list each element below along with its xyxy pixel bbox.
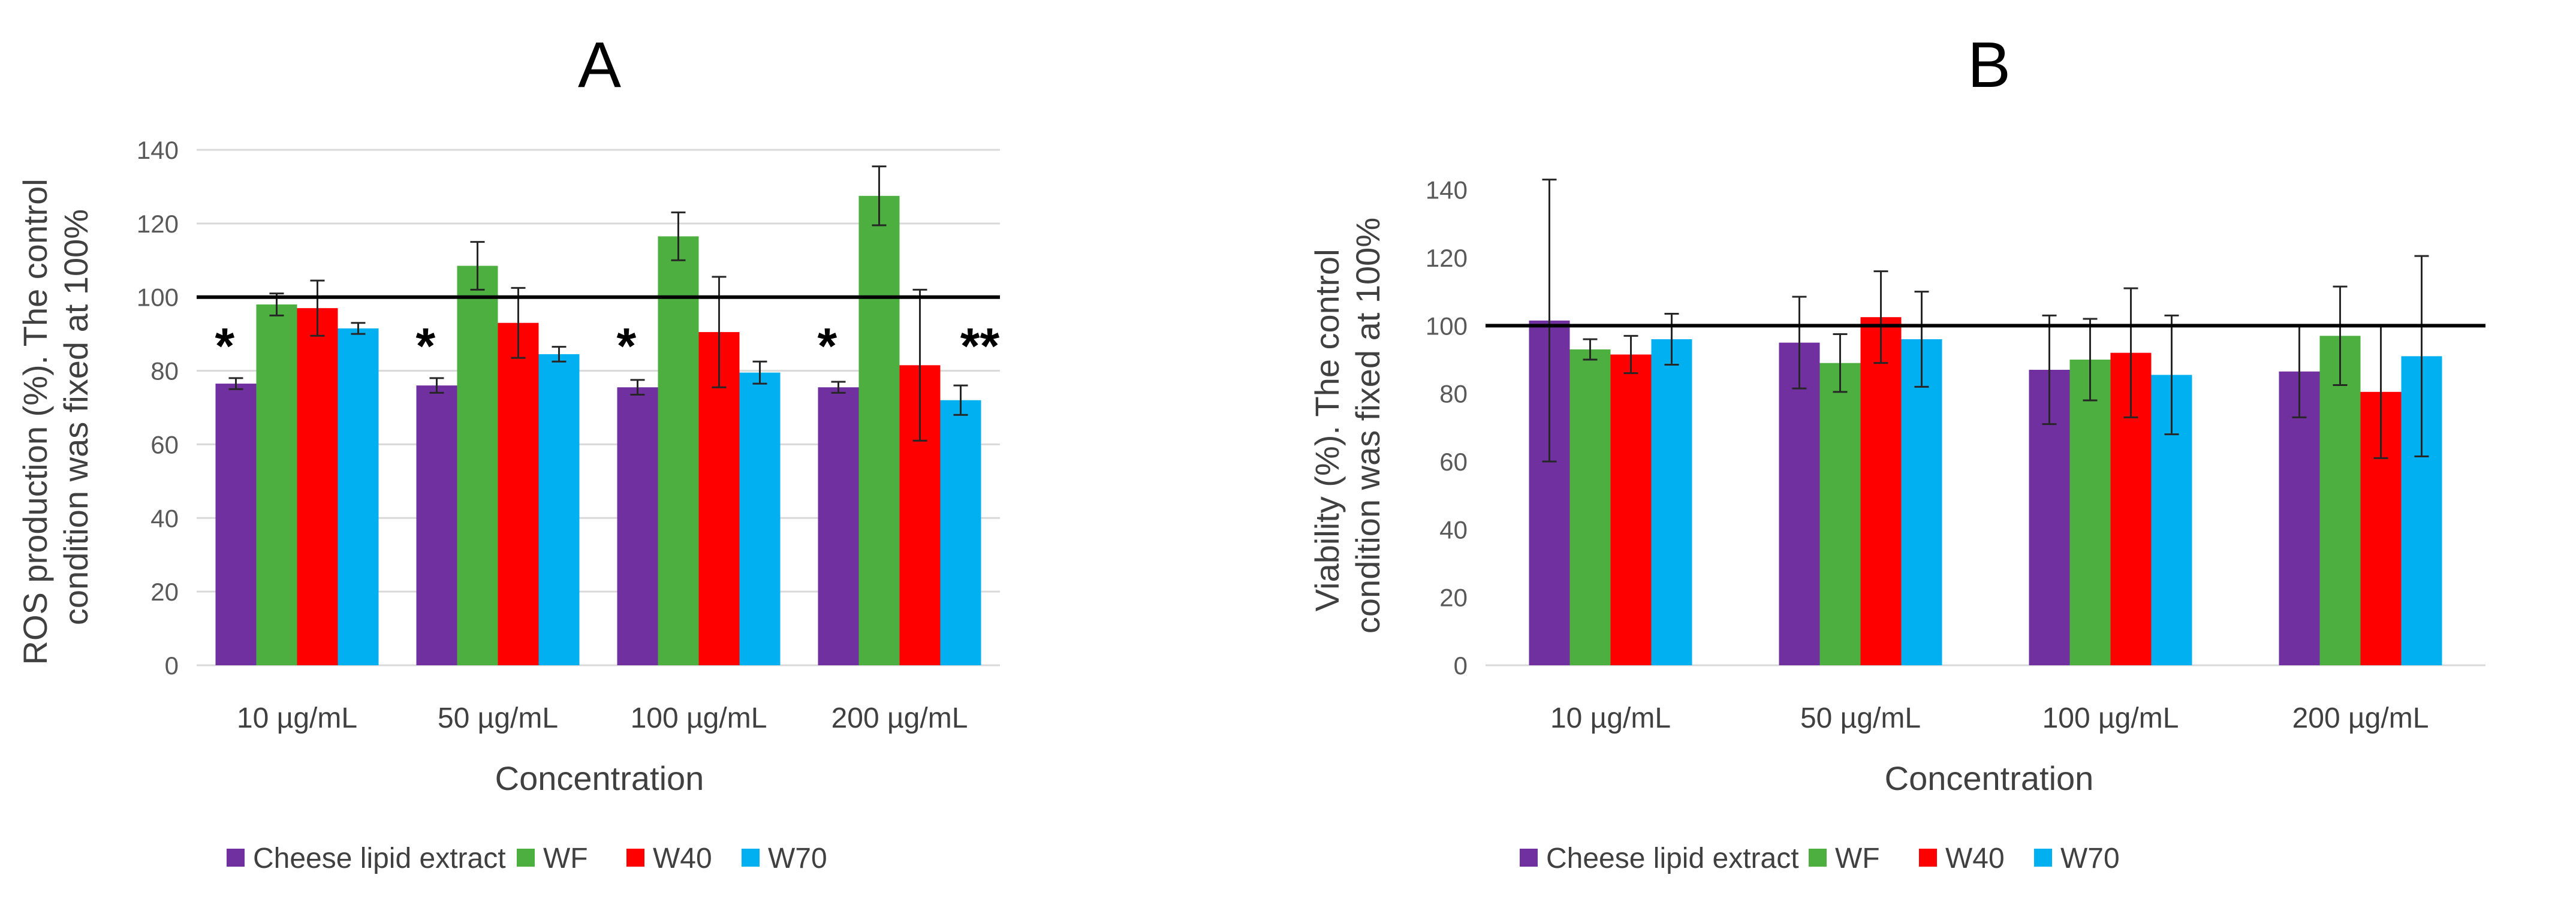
panel-b-legend-label: Cheese lipid extract <box>1546 843 1799 874</box>
panel-b-ytick-label: 120 <box>1426 244 1468 272</box>
panel-a-legend-swatch <box>626 849 644 867</box>
panel-a-legend-label: Cheese lipid extract <box>253 843 506 874</box>
panel-a-bars <box>215 195 981 665</box>
panel-b-bar <box>1651 339 1692 665</box>
panel-a-bar <box>256 304 297 665</box>
panel-a-ytick-label: 120 <box>137 210 179 238</box>
panel-a-ytick-label: 100 <box>137 283 179 312</box>
panel-b-xticks: 10 µg/mL 50 µg/mL 100 µg/mL 200 µg/mL <box>1550 702 2429 734</box>
panel-b-bar <box>1860 317 1902 665</box>
panel-b-bar <box>2279 371 2320 665</box>
panel-b-bar <box>2069 360 2111 665</box>
panel-a-ytick-label: 60 <box>150 430 179 458</box>
panel-a-xtick-label: 200 µg/mL <box>831 702 968 734</box>
panel-a-xtick-label: 10 µg/mL <box>237 702 357 734</box>
panel-b-bar <box>1901 339 1942 665</box>
panel-a-bar <box>658 236 699 665</box>
panel-a-significance-marker: * <box>818 318 837 374</box>
panel-a-ytick-label: 0 <box>165 651 179 680</box>
panel-b-bar <box>1779 342 1820 665</box>
panel-a-bar <box>617 387 658 665</box>
panel-a-ytick-label: 40 <box>150 504 179 532</box>
panel-b-ytick-label: 140 <box>1426 176 1468 204</box>
panel-b-xtick-label: 50 µg/mL <box>1800 702 1921 734</box>
panel-b-ytick-label: 40 <box>1439 515 1468 544</box>
panel-b-yticks: 0 20 40 60 80 100 120 140 <box>1426 176 1468 680</box>
panel-b-xtick-label: 200 µg/mL <box>2292 702 2429 734</box>
panel-b-y-axis-title-line-1: Viability (%). The control <box>1308 249 1346 611</box>
panel-a-annotations: * * * * ** <box>215 318 1000 374</box>
panel-a-yticks: 0 20 40 60 80 100 120 140 <box>137 136 179 680</box>
panel-b-ytick-label: 60 <box>1439 448 1468 476</box>
panel-a-legend-label: W40 <box>653 843 712 874</box>
panel-a-y-axis-title-line-1: ROS production (%). The control <box>16 179 54 665</box>
panel-a-bar <box>858 195 900 665</box>
panel-b: B 0 20 40 60 80 100 120 140 10 µg/mL 50 µg/mL 100… <box>1308 28 2485 874</box>
panel-a-xtick-label: 100 µg/mL <box>631 702 767 734</box>
panel-a-legend-swatch <box>517 849 535 867</box>
panel-a-bar <box>215 384 257 665</box>
panel-a-xticks: 10 µg/mL 50 µg/mL 100 µg/mL 200 µg/mL <box>237 702 968 734</box>
panel-a-ytick-label: 140 <box>137 136 179 164</box>
panel-a-y-axis-title-line-2: condition was fixed at 100% <box>57 209 95 625</box>
panel-a-bar <box>940 400 981 665</box>
panel-a-title: A <box>578 28 621 101</box>
panel-b-legend: Cheese lipid extract WF W40 W70 <box>1520 843 2120 874</box>
panel-a-xtick-label: 50 µg/mL <box>438 702 558 734</box>
panel-b-x-axis-title: Concentration <box>1885 759 2094 797</box>
panel-b-ytick-label: 20 <box>1439 584 1468 612</box>
panel-a-bar <box>538 354 580 665</box>
panel-b-legend-label: WF <box>1835 843 1880 874</box>
panel-a-legend-label: WF <box>543 843 588 874</box>
panel-b-bar <box>1819 363 1861 665</box>
panel-b-bar <box>1610 354 1652 665</box>
panel-a-significance-marker: * <box>215 318 235 374</box>
panel-a-legend-swatch <box>227 849 245 867</box>
panel-a-significance-marker: * <box>416 318 436 374</box>
panel-b-ytick-label: 100 <box>1426 312 1468 340</box>
panel-b-legend-swatch <box>1919 849 1937 867</box>
panel-b-bars <box>1529 317 2442 665</box>
panel-a-ytick-label: 80 <box>150 357 179 385</box>
panel-a-bar <box>297 308 338 665</box>
panel-b-xtick-label: 10 µg/mL <box>1550 702 1671 734</box>
panel-a-bar <box>498 322 539 665</box>
panel-b-legend-label: W40 <box>1945 843 2005 874</box>
panel-a-legend-swatch <box>742 849 760 867</box>
panel-a-ytick-label: 20 <box>150 578 179 606</box>
panel-b-y-axis-title-line-2: condition was fixed at 100% <box>1349 218 1387 634</box>
panel-a-bar <box>739 372 781 665</box>
panel-b-xtick-label: 100 µg/mL <box>2042 702 2179 734</box>
panel-a-y-axis-title: ROS production (%). The control conditio… <box>16 170 95 665</box>
panel-b-legend-label: W70 <box>2060 843 2120 874</box>
panel-a-x-axis-title: Concentration <box>495 759 704 797</box>
panel-b-ytick-label: 80 <box>1439 380 1468 408</box>
panel-b-y-axis-title: Viability (%). The control condition was… <box>1308 218 1387 634</box>
panel-a-legend: Cheese lipid extract WF W40 W70 <box>227 843 827 874</box>
panel-b-legend-swatch <box>1809 849 1827 867</box>
panel-b-ytick-label: 0 <box>1454 651 1468 680</box>
panel-a-error-bars <box>228 165 968 442</box>
panel-b-bar <box>2319 336 2361 665</box>
panel-b-legend-swatch <box>1520 849 1538 867</box>
panel-b-bar <box>1569 349 1611 665</box>
panel-b-error-bars <box>1542 179 2429 463</box>
panel-b-title: B <box>1968 28 2011 101</box>
panel-b-legend-swatch <box>2034 849 2052 867</box>
panel-a-bar <box>457 266 498 665</box>
panel-a-bar <box>338 328 379 665</box>
panel-a-bar <box>818 387 859 665</box>
panel-a-legend-label: W70 <box>768 843 827 874</box>
panel-a-significance-marker: * <box>617 318 637 374</box>
panel-a-bar <box>416 385 457 665</box>
panel-a-significance-marker: ** <box>960 318 1000 374</box>
